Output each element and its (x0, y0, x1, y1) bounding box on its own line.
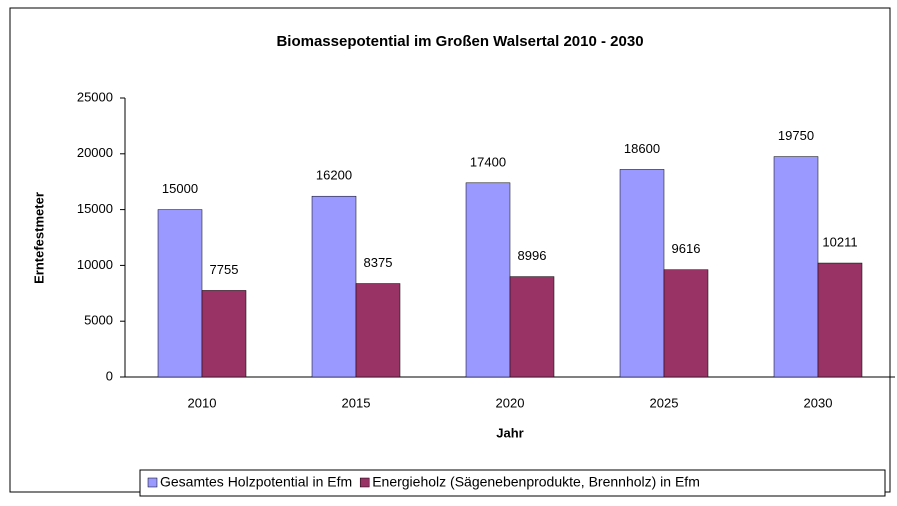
legend-label: Energieholz (Sägenebenprodukte, Brennhol… (372, 474, 700, 490)
bar (311, 195, 357, 378)
value-label: 18600 (624, 141, 660, 156)
y-tick-label: 25000 (77, 89, 113, 104)
bar (157, 209, 203, 378)
value-label: 8996 (518, 248, 547, 263)
y-tick-label: 20000 (77, 145, 113, 160)
y-tick-label: 10000 (77, 257, 113, 272)
bar (465, 182, 511, 378)
bar (201, 290, 247, 378)
bar (773, 156, 819, 378)
value-label: 9616 (672, 241, 701, 256)
bar (817, 262, 863, 378)
x-tick-label: 2025 (650, 395, 679, 410)
chart-border (9, 7, 891, 493)
x-axis-title: Jahr (496, 425, 523, 440)
chart-title: Biomassepotential im Großen Walsertal 20… (276, 33, 643, 50)
x-tick-label: 2030 (804, 395, 833, 410)
value-label: 15000 (162, 181, 198, 196)
y-tick-label: 0 (106, 368, 113, 383)
legend-swatch (359, 477, 370, 488)
value-label: 19750 (778, 128, 814, 143)
bar (509, 276, 555, 378)
value-label: 10211 (822, 234, 857, 249)
y-tick-label: 15000 (77, 201, 113, 216)
y-tick-label: 5000 (84, 313, 113, 328)
x-tick-label: 2020 (496, 395, 525, 410)
bar (619, 169, 665, 378)
legend-label: Gesamtes Holzpotential in Efm (160, 474, 352, 490)
value-label: 17400 (470, 154, 506, 169)
y-axis-title: Erntefestmeter (31, 192, 46, 284)
bar (663, 269, 709, 378)
bar (355, 283, 401, 378)
value-label: 8375 (364, 255, 393, 270)
value-label: 7755 (210, 262, 239, 277)
x-tick-label: 2010 (188, 395, 217, 410)
value-label: 16200 (316, 168, 352, 183)
legend-swatch (147, 477, 158, 488)
x-tick-label: 2015 (342, 395, 371, 410)
legend-box (139, 469, 886, 497)
